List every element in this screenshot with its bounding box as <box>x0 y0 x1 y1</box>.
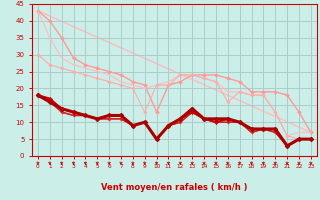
X-axis label: Vent moyen/en rafales ( km/h ): Vent moyen/en rafales ( km/h ) <box>101 183 248 192</box>
